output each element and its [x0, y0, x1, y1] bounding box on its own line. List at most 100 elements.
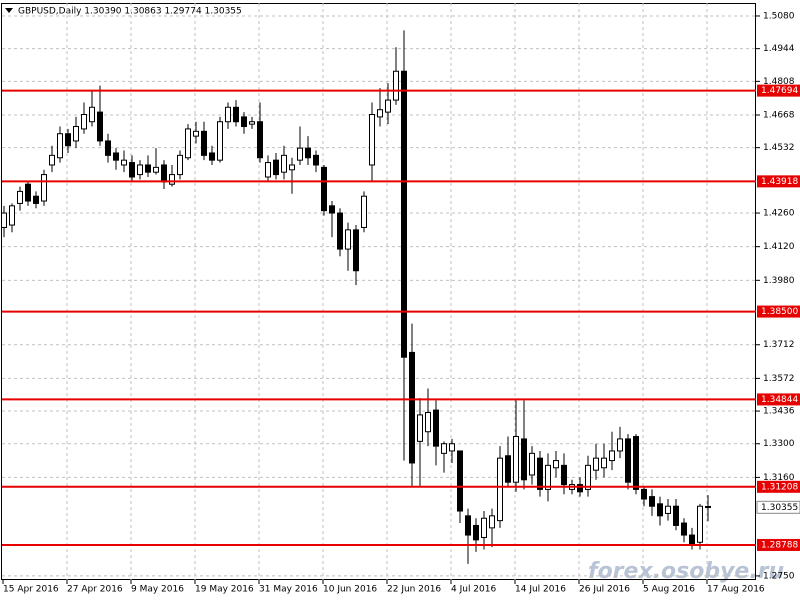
y-tick-label: 1.2750 [763, 571, 795, 581]
candle-body [529, 452, 535, 476]
candle-body [697, 505, 703, 543]
candle-body [185, 128, 191, 159]
candle-body [193, 130, 199, 137]
y-tick-label: 1.4532 [763, 143, 795, 153]
candle-body [337, 212, 343, 250]
candle-body [153, 166, 159, 173]
candle-body [57, 133, 63, 159]
candle-body [505, 455, 511, 483]
candle-body [297, 147, 303, 161]
candle-body [657, 503, 663, 517]
y-tick-label: 1.3572 [763, 374, 795, 384]
candle-body [561, 464, 567, 486]
candle-body [305, 147, 311, 159]
candle-body [353, 229, 359, 272]
level-label: 1.43918 [761, 177, 798, 187]
candle-body [345, 229, 351, 250]
candle-body [25, 183, 31, 202]
candle-body [49, 154, 55, 166]
candle-body [617, 438, 623, 452]
y-tick-label: 1.4808 [763, 77, 795, 87]
candle-body [633, 436, 639, 490]
candle-body [393, 70, 399, 101]
candle-body [81, 114, 87, 130]
y-tick-label: 1.3300 [763, 439, 795, 449]
candle-body [417, 414, 423, 442]
menu-icon [5, 8, 13, 13]
y-tick-label: 1.5080 [763, 11, 795, 21]
candle-body [361, 195, 367, 228]
x-tick-label: 10 Jun 2016 [323, 585, 377, 595]
level-label: 1.47694 [761, 86, 798, 96]
candle-body [201, 130, 207, 156]
candle-body [593, 457, 599, 471]
x-tick-label: 15 Apr 2016 [3, 585, 59, 595]
candle-body [433, 409, 439, 447]
level-label-box [757, 480, 800, 493]
last-price-label: 1.30355 [761, 503, 798, 513]
candle-body [665, 505, 671, 514]
y-tick-label: 1.4260 [763, 209, 795, 219]
candle-body [41, 174, 47, 202]
level-label: 1.34844 [761, 395, 798, 405]
candle-body [321, 166, 327, 212]
candle-body [377, 109, 383, 118]
candle-body [457, 450, 463, 512]
watermark: forex.osobye.ru [588, 559, 784, 584]
candle-body [1, 212, 7, 228]
y-tick-label: 1.3712 [763, 340, 795, 350]
candle-body [241, 116, 247, 128]
candle-body [369, 114, 375, 166]
candle-body [681, 522, 687, 536]
x-tick-label: 22 Jun 2016 [387, 585, 441, 595]
candle-body [313, 154, 319, 166]
x-tick-label: 4 Jul 2016 [451, 585, 496, 595]
candle-body [553, 460, 559, 469]
level-label: 1.31208 [761, 482, 798, 492]
candle-body [577, 484, 583, 493]
candle-body [137, 164, 143, 176]
candle-body [425, 411, 431, 433]
level-label-box [757, 175, 800, 188]
y-tick-label: 1.3980 [763, 276, 795, 286]
plot-frame [1, 3, 756, 580]
candle-body [9, 205, 15, 226]
candle-body [281, 154, 287, 173]
candle-body [257, 121, 263, 159]
candle-body [465, 515, 471, 536]
level-label: 1.38500 [761, 307, 798, 317]
candle-body [545, 464, 551, 490]
level-label: 1.28788 [761, 540, 798, 550]
candle-body [129, 162, 135, 178]
y-tick-label: 1.3436 [763, 407, 795, 417]
candle-body [273, 159, 279, 176]
candle-body [105, 140, 111, 156]
candle-body [673, 505, 679, 526]
candle-body [33, 195, 39, 204]
chart-title: GBPUSD,Daily 1.30390 1.30863 1.29774 1.3… [18, 7, 242, 17]
candle-body [289, 164, 295, 171]
y-tick-label: 1.4668 [763, 110, 795, 120]
candle-body [401, 70, 407, 358]
y-tick-label: 1.4944 [763, 44, 795, 54]
candle-body [249, 121, 255, 125]
candle-body [689, 534, 695, 546]
candle-body [65, 133, 71, 147]
candle-body [113, 152, 119, 161]
x-tick-label: 31 May 2016 [259, 585, 318, 595]
candle-body [649, 496, 655, 507]
candle-body [209, 152, 215, 161]
candle-body [233, 106, 239, 123]
level-label-box [757, 84, 800, 97]
candle-body [641, 488, 647, 500]
candle-body [177, 154, 183, 176]
candle-body [521, 438, 527, 481]
candle-body [97, 111, 103, 142]
candle-body [161, 164, 167, 183]
candle-body [145, 164, 151, 173]
last-price-box [756, 500, 800, 514]
candle-body [409, 351, 415, 464]
candle-body [225, 106, 231, 123]
x-tick-label: 9 May 2016 [131, 585, 184, 595]
